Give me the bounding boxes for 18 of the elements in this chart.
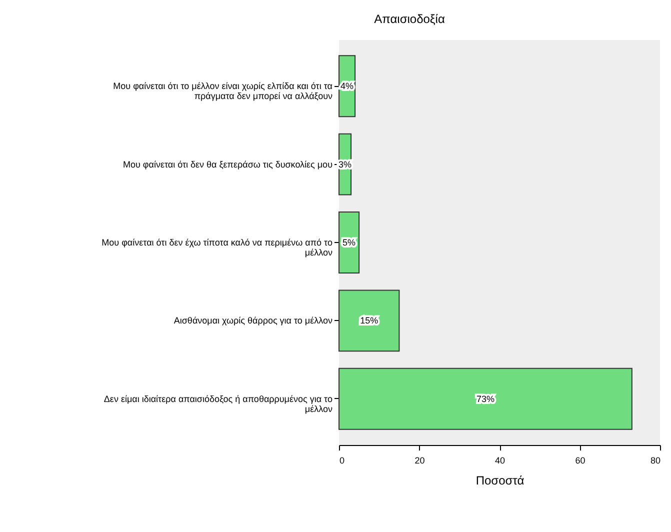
x-tick-label: 20 xyxy=(414,456,425,466)
x-tick-label: 60 xyxy=(575,456,586,466)
y-tick-label: Αισθάνομαι χωρίς θάρρος για το μέλλον xyxy=(174,316,333,326)
data-label: 73% xyxy=(476,394,494,404)
data-label: 5% xyxy=(342,238,356,248)
chart-title: Απαισιοδοξία xyxy=(374,12,445,26)
y-tick-label: Δεν είμαι ιδιαίτερα απαισιόδοξος ή αποθαρρυμένος για το μέλλον xyxy=(104,394,333,414)
x-tick-label: 80 xyxy=(650,456,660,466)
x-tick-label: 40 xyxy=(494,456,506,466)
x-axis-title: Ποσοστά xyxy=(476,474,524,488)
y-tick-label: Μου φαίνεται ότι το μέλλον είναι χωρίς ελπίδα και ότι τα πράγματα δεν μπορεί να αλλάξουν xyxy=(113,81,333,102)
data-label: 15% xyxy=(360,316,378,326)
x-tick-label: 0 xyxy=(340,456,345,466)
y-tick-label: Μου φαίνεται ότι δεν θα ξεπεράσω τις δυσκολίες μου xyxy=(122,159,333,170)
bar xyxy=(338,290,400,352)
bar xyxy=(338,368,632,430)
y-tick-label: Μου φαίνεται ότι δεν έχω τίποτα καλό να περιμένω από το μέλλον xyxy=(102,238,333,258)
data-label: 4% xyxy=(340,81,354,92)
